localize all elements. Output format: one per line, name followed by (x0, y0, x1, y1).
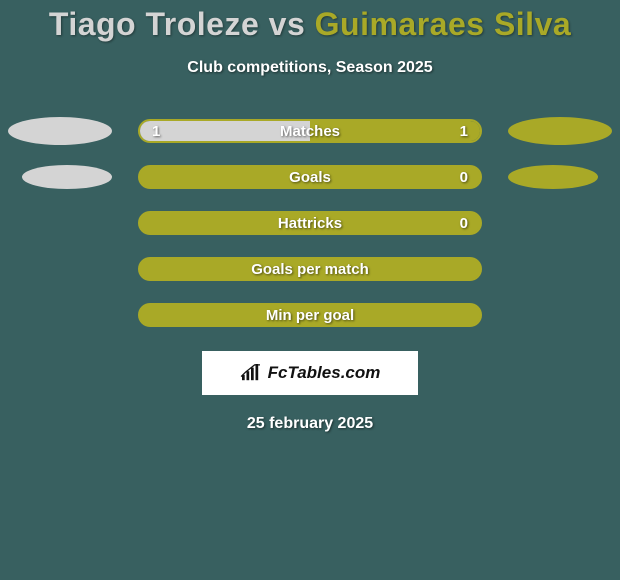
stat-row: 0 Goals (0, 165, 620, 189)
page-title: Tiago Troleze vs Guimaraes Silva (0, 0, 620, 43)
player2-name: Guimaraes Silva (315, 6, 572, 42)
subtitle: Club competitions, Season 2025 (0, 59, 620, 77)
blob-left-icon (22, 165, 112, 189)
stat-label: Min per goal (266, 307, 354, 324)
player1-name: Tiago Troleze (49, 6, 259, 42)
stat-label: Matches (280, 123, 340, 140)
stat-right-value: 0 (460, 213, 468, 233)
blob-right-icon (508, 165, 598, 189)
stat-right-value: 1 (460, 121, 468, 141)
date-text: 25 february 2025 (0, 415, 620, 433)
stat-left-value: 1 (152, 121, 160, 141)
chart-icon (240, 364, 262, 382)
stat-row: 1 1 Matches (0, 119, 620, 143)
stat-row: Min per goal (0, 303, 620, 327)
stat-bar: 0 Goals (138, 165, 482, 189)
stat-label: Hattricks (278, 215, 342, 232)
logo-box: FcTables.com (202, 351, 418, 395)
stat-bar: Goals per match (138, 257, 482, 281)
logo-text: FcTables.com (268, 363, 381, 383)
stat-bar: 0 Hattricks (138, 211, 482, 235)
stat-bar: Min per goal (138, 303, 482, 327)
stat-label: Goals per match (251, 261, 369, 278)
stat-bar: 1 1 Matches (138, 119, 482, 143)
stat-row: Goals per match (0, 257, 620, 281)
stats-container: 1 1 Matches 0 Goals 0 Hattricks Goals per match… (0, 119, 620, 327)
stat-right-value: 0 (460, 167, 468, 187)
stat-row: 0 Hattricks (0, 211, 620, 235)
blob-right-icon (508, 117, 612, 145)
blob-left-icon (8, 117, 112, 145)
title-vs: vs (259, 6, 314, 42)
stat-label: Goals (289, 169, 331, 186)
